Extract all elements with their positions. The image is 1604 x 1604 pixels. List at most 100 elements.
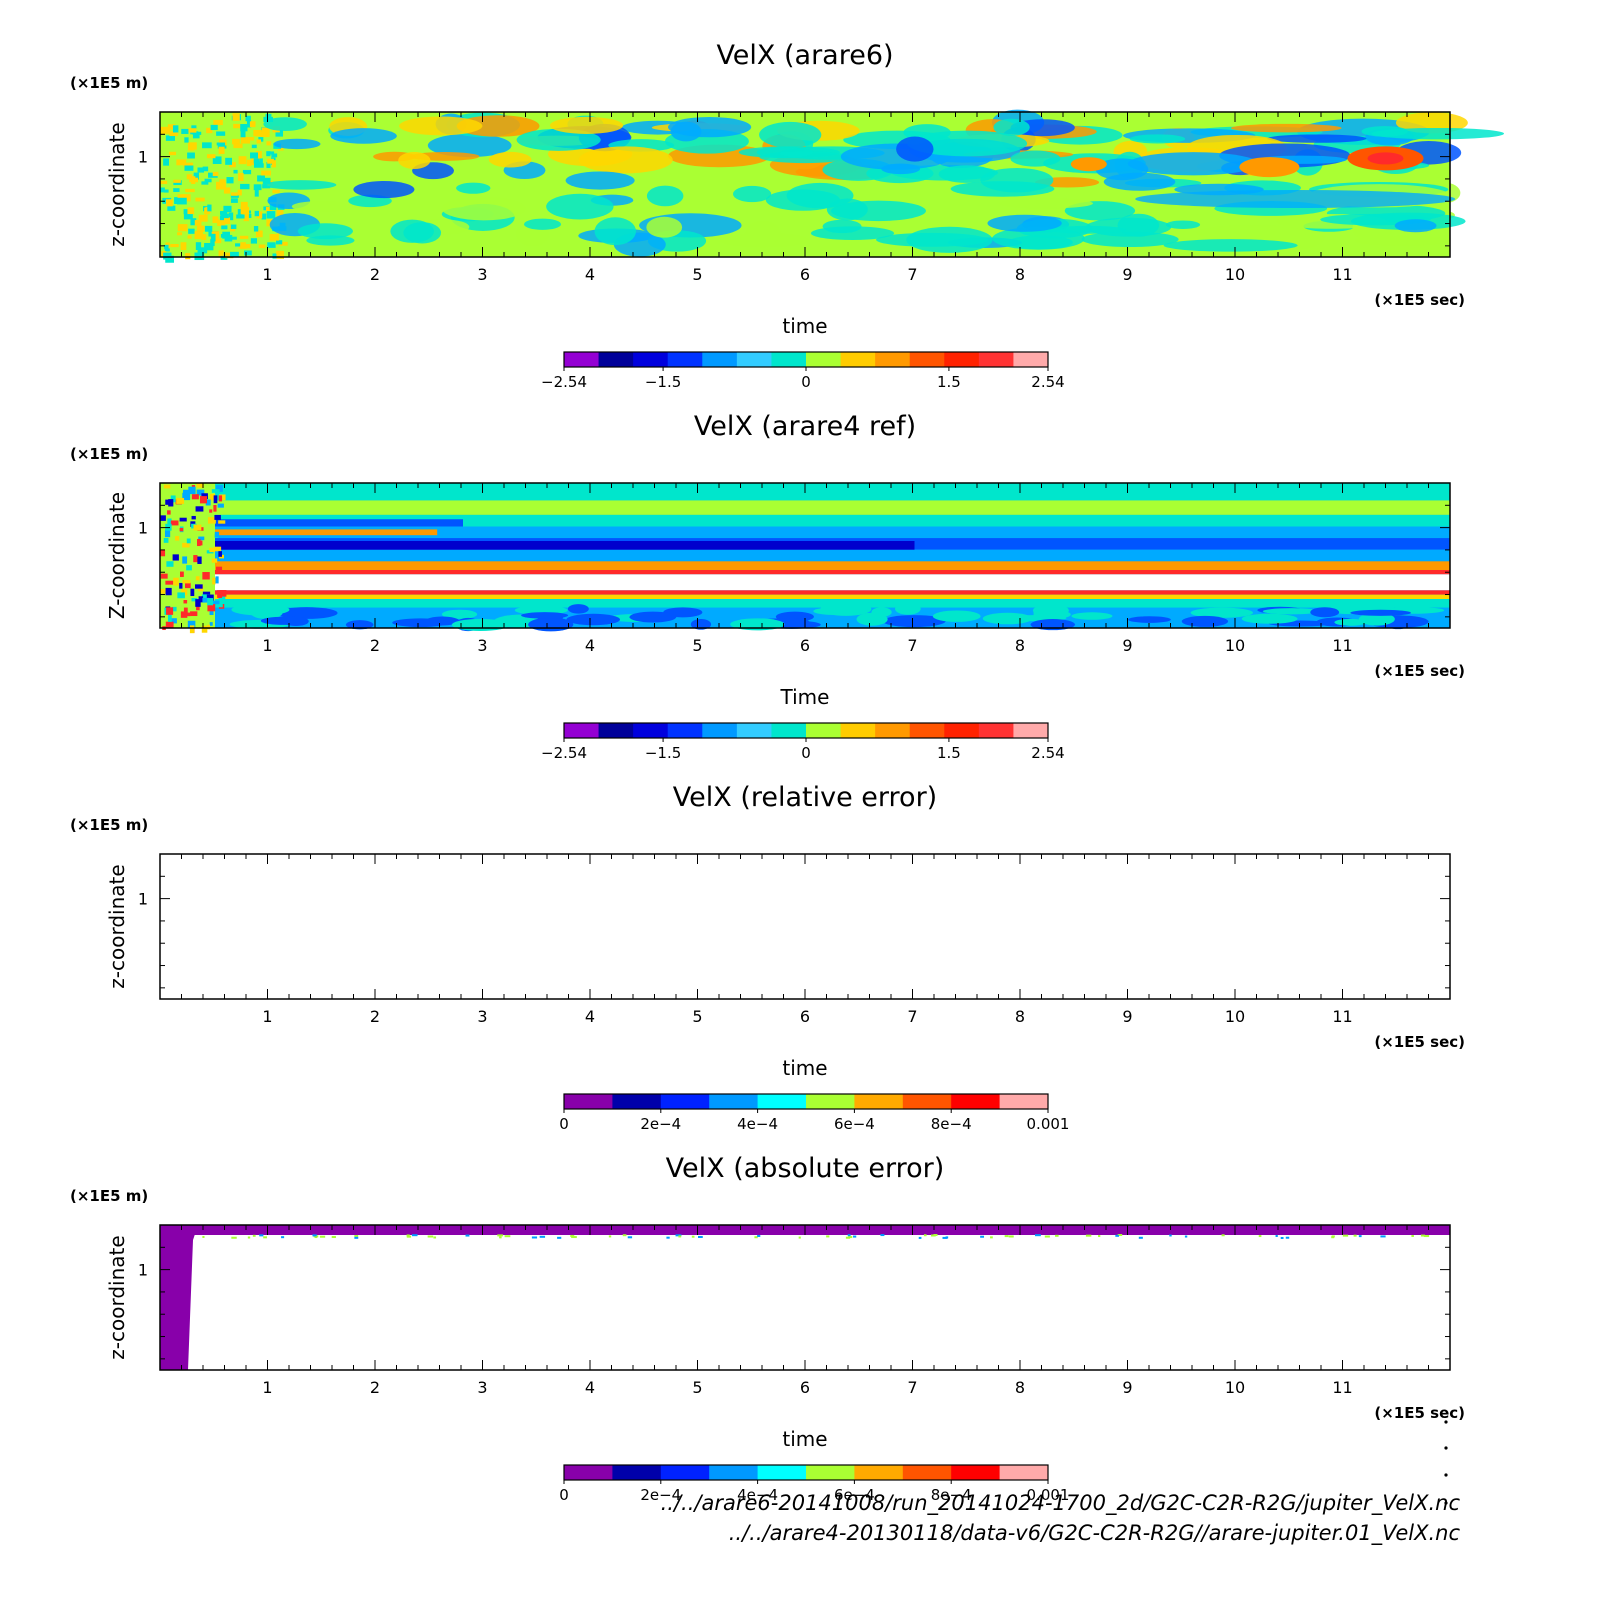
- noise-cell: [182, 489, 191, 494]
- wave-blob: [451, 618, 510, 631]
- dark-band: [205, 519, 463, 527]
- wave-blob: [1128, 616, 1171, 623]
- turbulent-blob: [565, 171, 635, 190]
- noise-cell: [209, 547, 215, 553]
- noise-cell: [170, 495, 176, 503]
- noise-cell: [232, 138, 240, 145]
- x-tick-label: 11: [1332, 636, 1352, 655]
- error-speck: [1055, 1234, 1059, 1237]
- turbulent-blob: [390, 219, 434, 243]
- low-band: [1135, 190, 1456, 208]
- noise-cell: [206, 154, 216, 159]
- noise-cell: [218, 250, 224, 256]
- noise-cell: [204, 178, 212, 183]
- noise-cell: [210, 233, 216, 242]
- x-tick-label: 4: [585, 636, 595, 655]
- noise-cell: [248, 160, 258, 165]
- error-speck: [1380, 1235, 1386, 1238]
- turbulent-blob: [263, 180, 337, 190]
- x-tick-label: 8: [1015, 636, 1025, 655]
- x-axis-label: Time: [780, 685, 830, 709]
- x-tick-label: 8: [1015, 1007, 1025, 1026]
- noise-cell: [189, 625, 195, 634]
- noise-cell: [201, 234, 207, 240]
- error-speck: [918, 1236, 922, 1239]
- noise-cell: [160, 589, 168, 594]
- noise-cell: [204, 245, 214, 251]
- peak-core: [1367, 152, 1404, 165]
- wave-blob: [1032, 604, 1069, 617]
- margin-dot: [1444, 1501, 1448, 1505]
- noise-cell: [164, 529, 171, 538]
- noise-cell: [207, 204, 212, 212]
- noise-cell: [195, 576, 200, 581]
- y-axis-label: Z-coordinate: [105, 492, 129, 619]
- noise-cell: [263, 116, 273, 123]
- noise-cell: [176, 497, 185, 504]
- colorbar-segment: [736, 352, 772, 367]
- colorbar-segment: [909, 352, 945, 367]
- noise-cell: [167, 614, 172, 622]
- error-speck: [691, 1235, 695, 1238]
- noise-cell: [175, 536, 180, 541]
- field-band: [205, 514, 1450, 527]
- error-speck: [942, 1236, 948, 1239]
- error-speck: [247, 1236, 251, 1239]
- x-unit-label: (×1E5 sec): [1374, 291, 1465, 309]
- turbulent-blob: [1230, 123, 1342, 133]
- noise-cell: [255, 230, 263, 238]
- panel-title: VelX (absolute error): [666, 1153, 945, 1184]
- noise-cell: [188, 486, 196, 495]
- noise-cell: [164, 248, 170, 252]
- colorbar-segment: [667, 723, 703, 738]
- noise-cell: [176, 197, 187, 205]
- noise-cell: [185, 253, 191, 260]
- field-band: [205, 570, 1450, 575]
- error-speck: [319, 1235, 326, 1238]
- noise-cell: [219, 590, 227, 597]
- error-speck: [202, 1235, 205, 1238]
- noise-cell: [185, 188, 195, 193]
- colorbar-tick-label: 0: [559, 1115, 569, 1133]
- wave-blob: [856, 612, 888, 626]
- turbulent-blob: [398, 152, 431, 169]
- turbulent-blob: [1371, 127, 1505, 140]
- error-speck: [570, 1234, 575, 1237]
- noise-cell: [168, 499, 174, 507]
- noise-cell: [222, 217, 231, 224]
- error-speck: [757, 1234, 761, 1237]
- turbulent-blob: [646, 216, 683, 238]
- y-unit-label: (×1E5 m): [70, 74, 148, 92]
- field-band: [205, 599, 1450, 608]
- noise-cell: [194, 231, 203, 239]
- noise-cell: [199, 496, 207, 504]
- noise-cell: [190, 588, 195, 597]
- y-axis-label: z-coordinate: [105, 122, 129, 246]
- noise-cell: [195, 599, 201, 607]
- colorbar-segment: [875, 352, 911, 367]
- noise-cell: [229, 162, 236, 168]
- x-tick-label: 2: [370, 1378, 380, 1397]
- turbulent-blob: [646, 185, 684, 207]
- noise-cell: [212, 216, 219, 223]
- colorbar-segment: [806, 1465, 855, 1480]
- turbulent-blob: [399, 116, 483, 136]
- noise-cell: [195, 242, 202, 250]
- error-speck: [1085, 1234, 1092, 1237]
- turbulent-blob: [456, 182, 491, 194]
- turbulent-blob: [756, 146, 814, 158]
- turbulent-blob: [1163, 239, 1298, 252]
- colorbar-segment: [757, 1465, 807, 1480]
- error-speck: [847, 1234, 851, 1237]
- margin-dot: [1444, 1446, 1448, 1450]
- colorbar-segment: [951, 1465, 1001, 1480]
- error-speck: [1138, 1236, 1143, 1239]
- colorbar-tick-label: 4e−4: [737, 1486, 778, 1504]
- error-speck: [1331, 1236, 1335, 1239]
- colorbar-segment: [978, 352, 1014, 367]
- colorbar-segment: [909, 723, 945, 738]
- error-speck: [331, 1236, 336, 1239]
- colorbar-tick-label: 2.54: [1031, 373, 1064, 391]
- noise-cell: [275, 130, 284, 137]
- y-axis-label: z-coordinate: [105, 1235, 129, 1359]
